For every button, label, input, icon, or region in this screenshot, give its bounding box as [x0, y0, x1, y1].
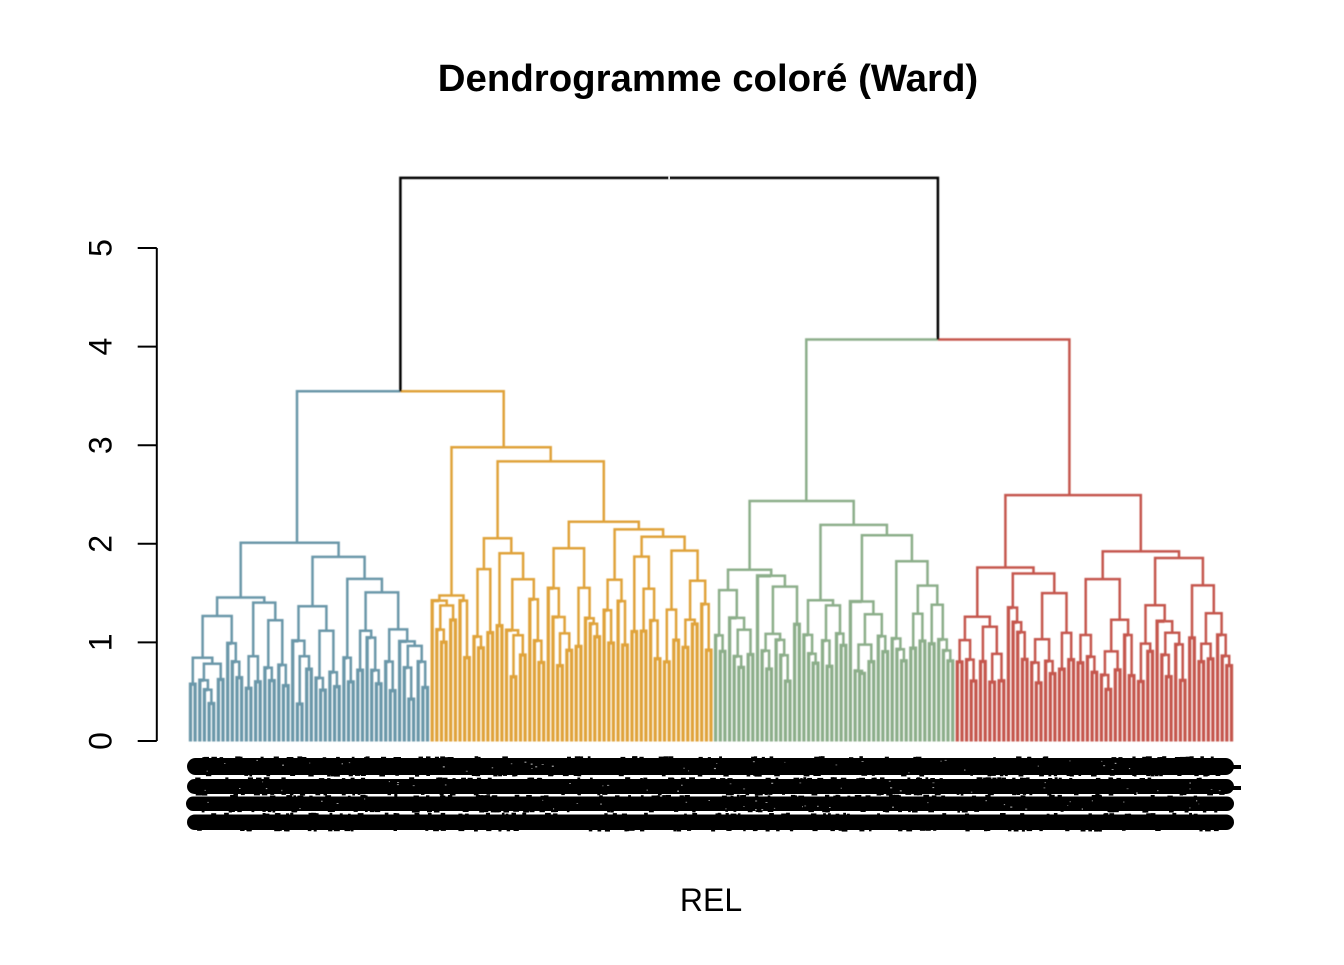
svg-text:Dendrogramme coloré (Ward): Dendrogramme coloré (Ward) — [438, 57, 978, 100]
svg-text:1: 1 — [83, 634, 119, 652]
svg-text:2: 2 — [83, 535, 119, 553]
svg-text:3: 3 — [83, 436, 119, 454]
svg-text:5: 5 — [83, 239, 119, 257]
svg-text:REL: REL — [680, 882, 742, 918]
svg-text:4: 4 — [83, 338, 119, 356]
svg-text:0: 0 — [83, 732, 119, 750]
